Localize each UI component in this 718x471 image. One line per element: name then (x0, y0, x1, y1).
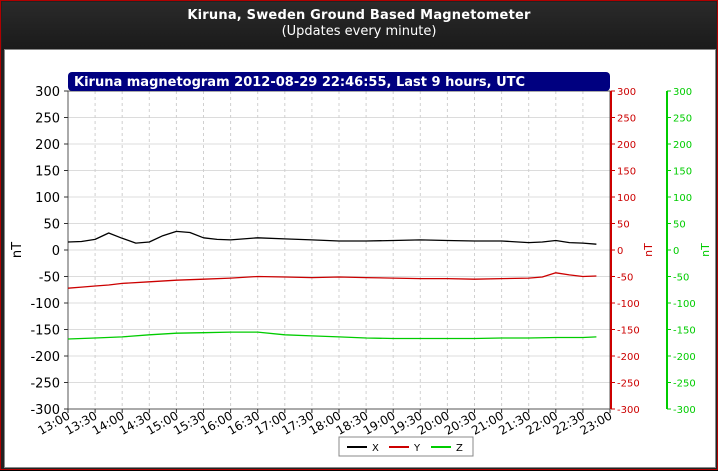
y-axis-label-right-1: nT (642, 243, 655, 257)
y-tick-label-left: 200 (35, 138, 60, 153)
y-tick-label-left: -150 (30, 324, 60, 339)
magnetogram-chart: Kiruna magnetogram 2012-08-29 22:46:55, … (10, 72, 712, 457)
series-line-y (67, 272, 597, 289)
y-tick-label-right-1: 250 (617, 114, 636, 125)
y-tick-label-left: -250 (30, 377, 60, 392)
y-tick-label-right-1: 0 (617, 246, 623, 257)
y-tick-label-right-1: -50 (617, 273, 633, 284)
y-tick-label-right-2: 50 (673, 220, 686, 231)
y-tick-label-right-2: 150 (673, 167, 692, 178)
y-axis-label-right-2: nT (699, 243, 712, 257)
y-tick-label-left: -50 (39, 271, 60, 286)
y-tick-label-right-1: -100 (617, 299, 640, 310)
chart-title-bar (68, 72, 610, 91)
series-line-z (67, 331, 597, 340)
y-tick-label-right-1: 50 (617, 220, 630, 231)
y-tick-label-left: -300 (30, 403, 60, 418)
y-tick-label-left: -100 (30, 297, 60, 312)
y-tick-label-left: 100 (35, 191, 60, 206)
chart-panel: Kiruna magnetogram 2012-08-29 22:46:55, … (4, 49, 716, 468)
y-tick-label-right-1: 200 (617, 140, 636, 151)
legend-label-z: Z (456, 443, 463, 454)
legend-label-y: Y (413, 443, 421, 454)
y-tick-label-left: -200 (30, 350, 60, 365)
y-tick-label-right-2: -200 (673, 352, 696, 363)
y-tick-label-right-2: 100 (673, 193, 692, 204)
y-tick-label-right-2: -50 (673, 273, 689, 284)
y-tick-label-right-1: -200 (617, 352, 640, 363)
y-tick-label-right-2: -100 (673, 299, 696, 310)
y-tick-label-right-2: -150 (673, 326, 696, 337)
y-tick-label-right-1: -250 (617, 379, 640, 390)
series-line-x (67, 230, 597, 245)
y-tick-label-right-2: 200 (673, 140, 692, 151)
y-tick-label-right-2: 0 (673, 246, 679, 257)
y-tick-label-left: 0 (52, 244, 60, 259)
page-subtitle: (Updates every minute) (281, 24, 437, 39)
page-header: Kiruna, Sweden Ground Based Magnetometer… (2, 2, 716, 50)
y-axis-label-left: nT (10, 242, 25, 258)
chart-title: Kiruna magnetogram 2012-08-29 22:46:55, … (74, 75, 525, 90)
y-tick-label-left: 300 (35, 85, 60, 100)
y-tick-label-right-2: -300 (673, 405, 696, 416)
page-title: Kiruna, Sweden Ground Based Magnetometer (187, 8, 531, 23)
y-tick-label-right-2: 300 (673, 87, 692, 98)
y-tick-label-right-2: 250 (673, 114, 692, 125)
y-tick-label-right-1: -300 (617, 405, 640, 416)
legend-label-x: X (372, 443, 379, 454)
y-tick-label-right-1: 300 (617, 87, 636, 98)
y-tick-label-right-1: -150 (617, 326, 640, 337)
y-tick-label-left: 150 (35, 165, 60, 180)
y-tick-label-right-2: -250 (673, 379, 696, 390)
y-tick-label-left: 50 (43, 218, 60, 233)
y-tick-label-right-1: 100 (617, 193, 636, 204)
y-tick-label-left: 250 (35, 112, 60, 127)
y-tick-label-right-1: 150 (617, 167, 636, 178)
